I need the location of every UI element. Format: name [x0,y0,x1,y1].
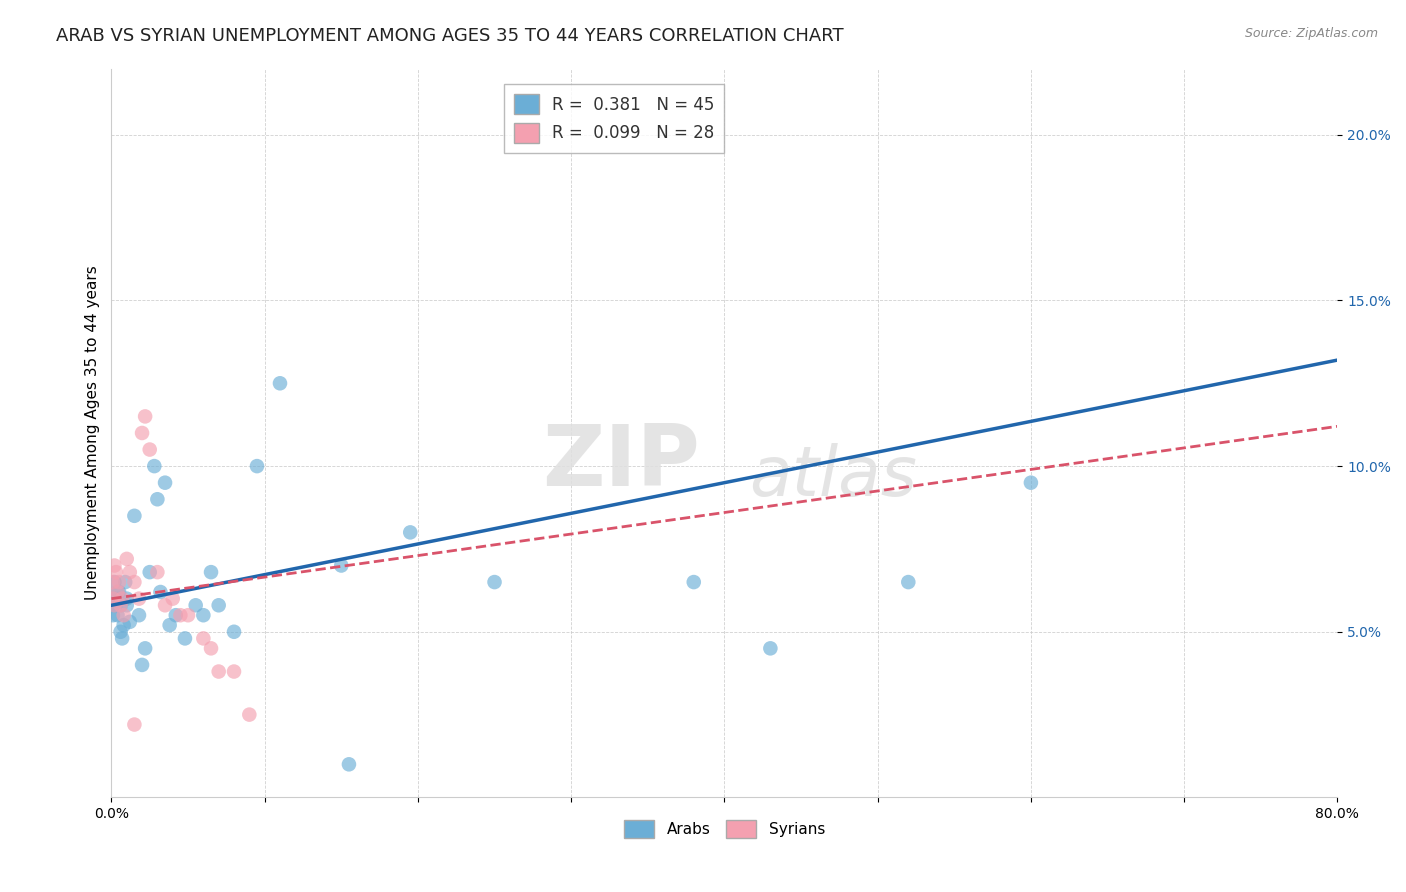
Point [101,575,124,590]
Point [174,632,197,646]
Point [759,641,782,656]
Point [149,585,172,599]
Point [246,459,269,474]
Point [101,591,124,606]
Point [103,558,125,573]
Y-axis label: Unemployment Among Ages 35 to 44 years: Unemployment Among Ages 35 to 44 years [86,266,100,600]
Point [131,425,153,440]
Text: ZIP: ZIP [543,421,700,504]
Point [138,565,160,579]
Point [222,624,245,639]
Point [108,575,131,590]
Point [159,618,181,632]
Point [134,409,156,424]
Point [208,599,231,613]
Point [115,591,138,606]
Point [1019,475,1042,490]
Point [107,585,129,599]
Point [128,591,150,606]
Point [134,641,156,656]
Point [103,599,125,613]
Point [200,641,222,656]
Point [108,591,131,606]
Point [330,558,353,573]
Point [184,599,207,613]
Point [138,442,160,457]
Point [111,591,134,606]
Point [153,599,176,613]
Point [101,591,124,606]
Point [111,632,134,646]
Text: ARAB VS SYRIAN UNEMPLOYMENT AMONG AGES 35 TO 44 YEARS CORRELATION CHART: ARAB VS SYRIAN UNEMPLOYMENT AMONG AGES 3… [56,27,844,45]
Point [115,599,138,613]
Point [118,565,141,579]
Legend: Arabs, Syrians: Arabs, Syrians [617,814,831,845]
Point [200,565,222,579]
Point [124,575,146,590]
Text: Source: ZipAtlas.com: Source: ZipAtlas.com [1244,27,1378,40]
Point [103,599,125,613]
Point [238,707,260,722]
Point [107,585,129,599]
Point [128,608,150,623]
Point [103,575,125,590]
Text: atlas: atlas [749,443,917,510]
Point [108,585,131,599]
Point [124,717,146,731]
Point [165,608,187,623]
Point [146,565,169,579]
Point [105,565,128,579]
Point [112,618,135,632]
Point [153,475,176,490]
Point [222,665,245,679]
Point [337,757,360,772]
Point [208,665,231,679]
Point [124,508,146,523]
Point [177,608,200,623]
Point [110,624,132,639]
Point [101,608,124,623]
Point [115,552,138,566]
Point [105,591,128,606]
Point [110,599,132,613]
Point [169,608,191,623]
Point [193,608,215,623]
Point [682,575,704,590]
Point [107,608,129,623]
Point [162,591,184,606]
Point [897,575,920,590]
Point [131,657,153,672]
Point [269,376,291,391]
Point [399,525,422,540]
Point [143,459,166,474]
Point [105,599,128,613]
Point [110,599,132,613]
Point [146,492,169,507]
Point [484,575,506,590]
Point [118,615,141,629]
Point [114,575,136,590]
Point [112,608,135,623]
Point [193,632,215,646]
